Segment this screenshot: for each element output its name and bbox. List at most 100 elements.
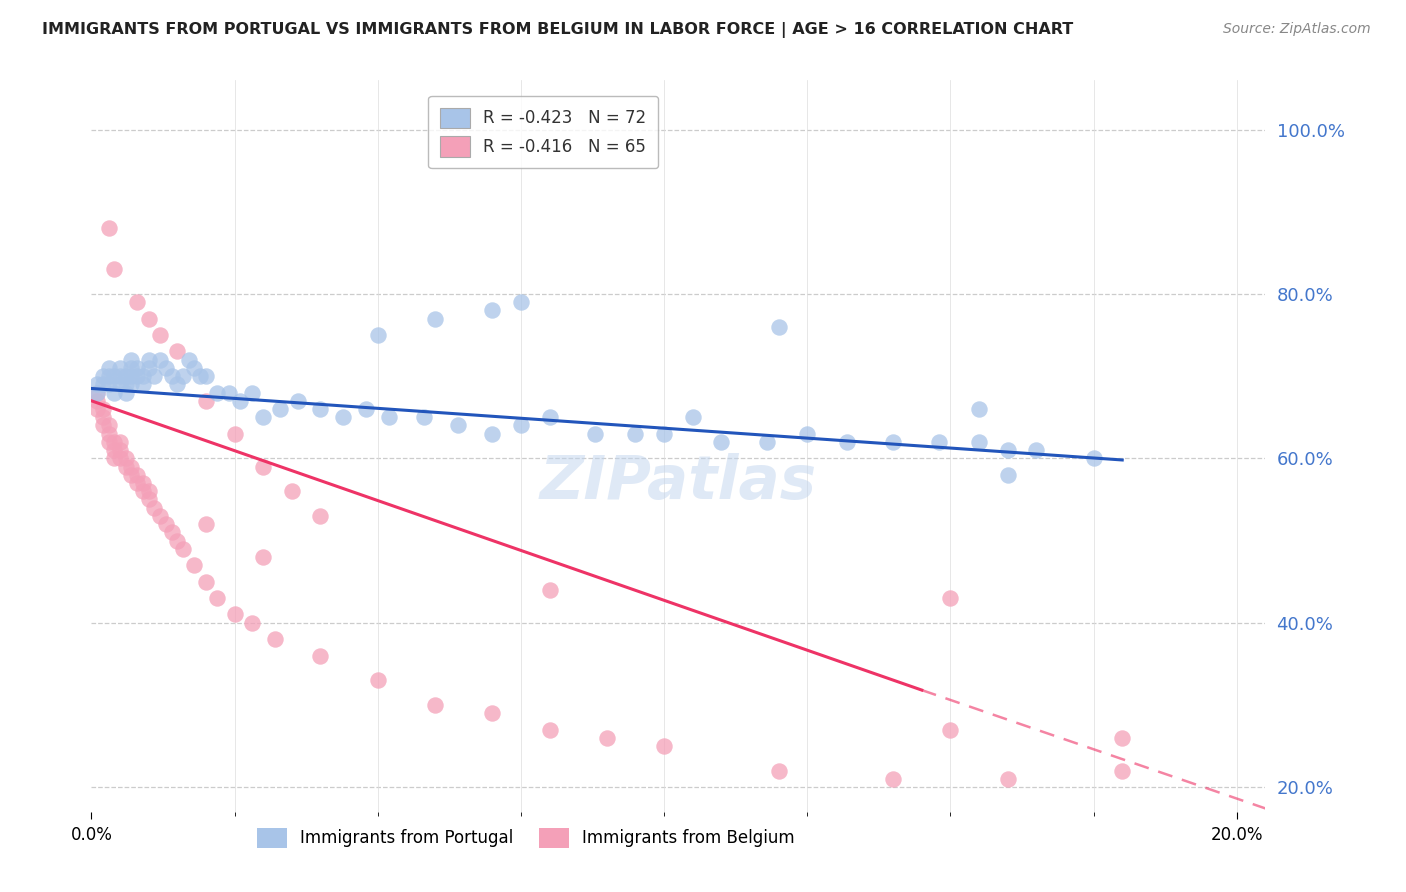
Point [97,426,120,441]
Point [132,484,155,499]
Point [263,632,285,647]
Point [583,426,606,441]
Point [997,772,1019,786]
Point [710,434,733,449]
Point [97,377,120,392]
Text: Source: ZipAtlas.com: Source: ZipAtlas.com [1223,22,1371,37]
Point [160,525,183,540]
Point [114,385,136,400]
Point [114,451,136,466]
Point [837,434,859,449]
Point [91,369,114,384]
Point [1111,731,1133,745]
Point [172,541,194,556]
Point [114,369,136,384]
Point [103,443,125,458]
Point [121,467,143,482]
Text: ZIPatlas: ZIPatlas [540,453,817,512]
Point [939,723,962,737]
Point [166,344,188,359]
Point [652,739,675,753]
Point [882,772,904,786]
Point [160,369,183,384]
Point [356,402,378,417]
Point [224,607,246,622]
Point [114,377,136,392]
Point [194,369,217,384]
Point [756,434,779,449]
Point [108,434,131,449]
Point [997,467,1019,482]
Point [97,221,120,235]
Point [240,615,263,630]
Point [114,459,136,474]
Point [103,262,125,277]
Point [86,385,108,400]
Point [127,360,149,375]
Point [967,402,990,417]
Point [207,591,229,605]
Point [103,385,125,400]
Point [121,360,143,375]
Point [194,517,217,532]
Point [367,673,389,688]
Point [97,418,120,433]
Point [127,475,149,490]
Point [332,410,354,425]
Point [538,410,561,425]
Point [121,369,143,384]
Point [97,360,120,375]
Point [252,410,274,425]
Point [91,418,114,433]
Point [183,360,205,375]
Point [132,377,155,392]
Point [138,492,160,507]
Point [378,410,401,425]
Point [103,451,125,466]
Point [86,393,108,408]
Point [108,451,131,466]
Point [121,459,143,474]
Point [229,393,252,408]
Point [269,402,291,417]
Point [481,706,503,720]
Point [309,648,332,663]
Point [149,328,172,343]
Point [1025,443,1047,458]
Point [423,698,446,712]
Point [367,328,389,343]
Point [240,385,263,400]
Point [768,764,790,778]
Point [207,385,229,400]
Point [509,295,531,310]
Point [652,426,675,441]
Point [97,434,120,449]
Point [309,508,332,523]
Point [86,402,108,417]
Point [997,443,1019,458]
Point [138,352,160,367]
Point [143,500,166,515]
Point [538,582,561,597]
Point [138,311,160,326]
Point [281,484,304,499]
Point [91,402,114,417]
Point [177,352,200,367]
Point [224,426,246,441]
Point [183,558,205,573]
Point [108,443,131,458]
Point [194,393,217,408]
Point [155,517,177,532]
Point [155,360,177,375]
Point [218,385,240,400]
Point [86,385,108,400]
Point [91,410,114,425]
Point [928,434,950,449]
Point [166,533,188,548]
Point [768,319,790,334]
Point [149,508,172,523]
Point [138,360,160,375]
Point [481,426,503,441]
Point [172,369,194,384]
Point [967,434,990,449]
